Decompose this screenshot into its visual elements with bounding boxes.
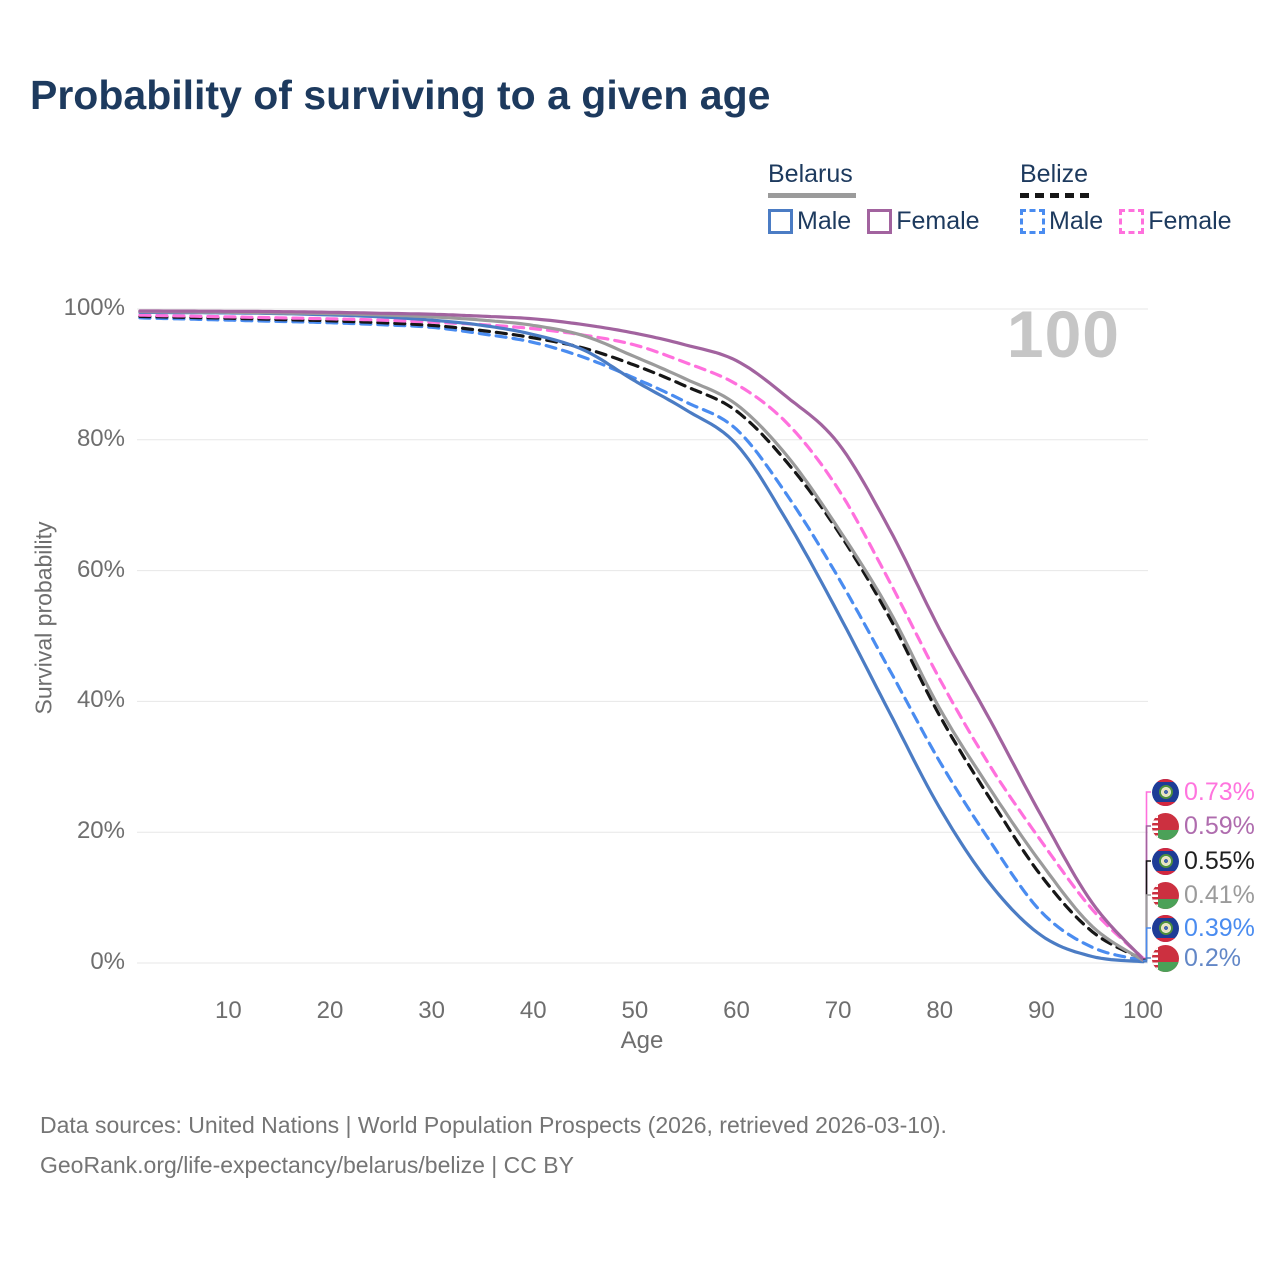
legend-item-label: Female [1148,207,1232,235]
belize-flag-icon [1152,914,1179,942]
leader-line-belarus_male [1143,957,1151,963]
belize-line-swatch [1020,193,1090,198]
y-tick-label: 100% [63,294,125,321]
y-tick-label: 80% [76,424,125,452]
series-end-label-row: 0.39% [1152,912,1255,944]
series-line-belize_male [138,316,1145,962]
belarus-flag-icon [1152,944,1179,972]
series-end-label-row: 0.55% [1152,845,1255,877]
age-frame-watermark: 100 [1006,297,1120,371]
series-end-label-row: 0.73% [1152,776,1255,808]
y-tick-label: 60% [76,555,125,583]
end-label-value: 0.73% [1184,777,1255,806]
end-label-value: 0.55% [1184,846,1255,875]
belarus-flag-icon [1152,881,1179,909]
legend-item-label: Male [1049,207,1104,235]
series-end-label-row: 0.41% [1152,879,1255,911]
series-end-label-row: 0.59% [1152,810,1255,842]
leader-line-belize_all [1143,860,1151,961]
end-label-value: 0.41% [1184,880,1255,909]
legend-item-label: Female [896,207,980,235]
belize-flag-icon [1152,778,1179,806]
legend-item-belize-female[interactable]: Female [1119,207,1232,236]
legend-item-belarus-male[interactable]: Male [768,207,851,236]
series-end-label-row: 0.2% [1152,942,1241,974]
x-axis-title: Age [620,1027,664,1054]
series-line-belize_female [138,313,1145,960]
series-line-belarus_male [138,310,1145,964]
x-tick-label: 50 [621,997,649,1024]
x-tick-label: 80 [926,997,954,1024]
x-tick-label: 60 [723,997,750,1024]
series-line-belize_all [138,314,1145,961]
belize-flag-icon [1152,847,1179,875]
end-label-value: 0.2% [1184,943,1241,972]
y-tick-label: 0% [90,948,125,975]
x-tick-label: 70 [824,997,852,1024]
belize-male-swatch [1020,209,1045,234]
legend-group-belarus: Belarus Male Female [768,160,980,236]
belarus-male-swatch [768,209,793,234]
belize-female-swatch [1119,209,1145,234]
footer-source-line: Data sources: United Nations | World Pop… [40,1112,947,1138]
end-label-value: 0.59% [1184,811,1255,840]
leader-line-belize_female [1143,791,1151,959]
end-label-value: 0.39% [1184,913,1255,942]
y-tick-label: 20% [76,817,125,845]
footer-attribution-line: GeoRank.org/life-expectancy/belarus/beli… [40,1152,574,1178]
legend-item-label: Male [797,207,852,235]
leader-line-belarus_all [1143,894,1151,962]
x-tick-label: 20 [316,997,344,1024]
leader-line-belarus_female [1143,825,1151,960]
x-tick-label: 90 [1028,997,1055,1024]
series-line-belarus_all [138,310,1145,962]
series-line-belarus_female [138,309,1145,961]
belarus-flag-icon [1152,812,1179,840]
leader-line-belize_male [1143,927,1151,962]
y-axis-title: Survival probability [30,521,57,715]
x-tick-label: 100 [1122,997,1164,1024]
y-tick-label: 40% [76,686,125,714]
x-tick-label: 40 [519,997,547,1024]
legend-country-belize[interactable]: Belize [1020,160,1089,188]
belarus-female-swatch [867,209,893,234]
x-tick-label: 30 [418,997,445,1024]
belarus-line-swatch [768,193,856,198]
legend-item-belarus-female[interactable]: Female [867,207,980,236]
legend-group-belize: Belize Male Female [1020,160,1232,236]
page-title: Probability of surviving to a given age [30,72,771,118]
footer: Data sources: United Nations | World Pop… [40,1105,947,1185]
legend-country-belarus[interactable]: Belarus [768,160,853,188]
x-tick-label: 10 [214,997,242,1024]
legend-item-belize-male[interactable]: Male [1020,207,1103,236]
